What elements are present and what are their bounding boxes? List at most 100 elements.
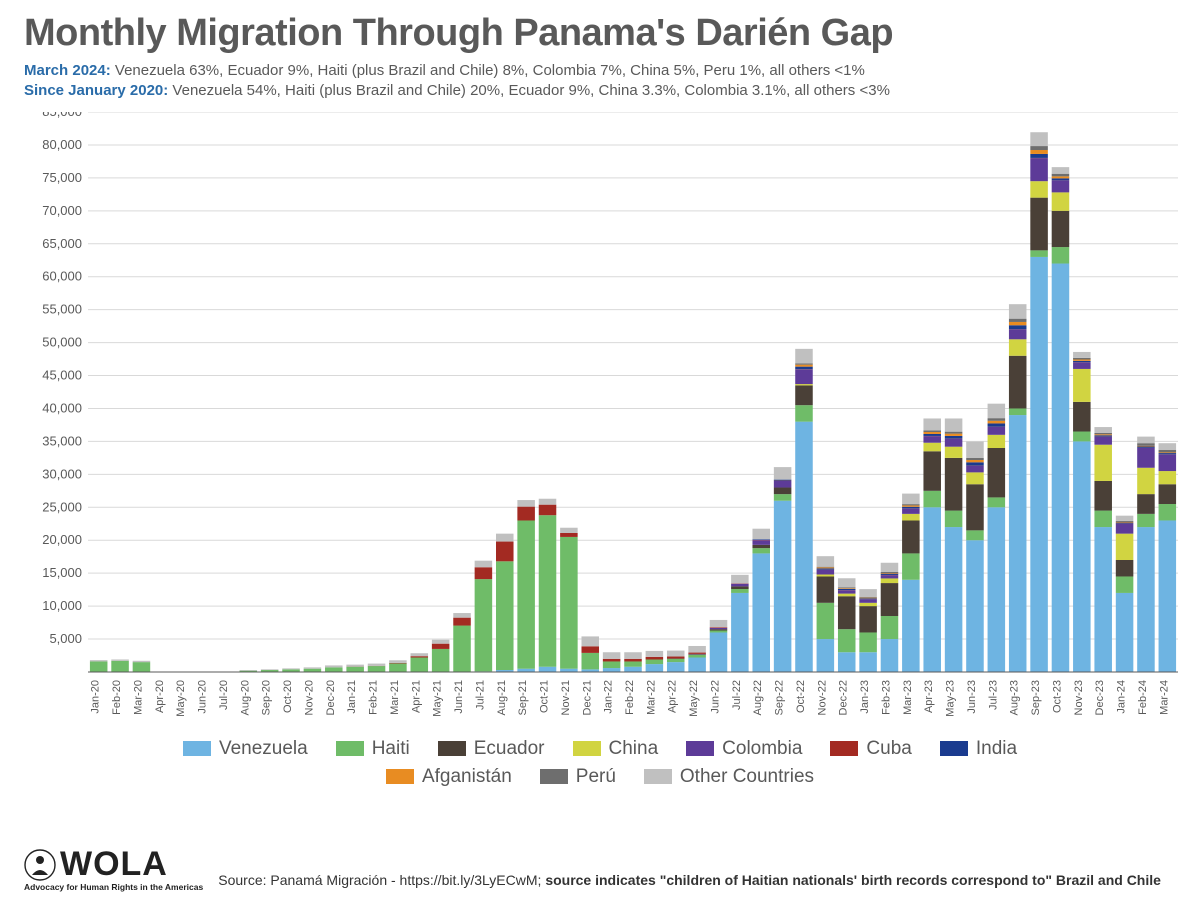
svg-text:80,000: 80,000 xyxy=(42,136,82,151)
bar-segment xyxy=(881,571,899,572)
x-axis-label: May-20 xyxy=(175,680,187,717)
x-axis-label: Jan-21 xyxy=(346,680,358,714)
bar-segment xyxy=(560,536,578,668)
bar-segment xyxy=(988,420,1006,423)
bar-segment xyxy=(688,654,706,657)
legend-label: India xyxy=(976,738,1017,760)
bar-segment xyxy=(1030,250,1048,257)
bar-segment xyxy=(1030,153,1048,157)
bar-segment xyxy=(988,423,1006,426)
legend-swatch xyxy=(644,769,672,784)
bar-segment xyxy=(945,435,963,438)
bar-segment xyxy=(1137,445,1155,446)
bar-segment xyxy=(1159,471,1177,484)
svg-text:40,000: 40,000 xyxy=(42,400,82,415)
bar-segment xyxy=(1073,351,1091,357)
x-axis-label: Feb-21 xyxy=(368,680,380,715)
bar-segment xyxy=(710,630,728,632)
x-axis-label: Mar-22 xyxy=(645,680,657,715)
bar-segment xyxy=(859,597,877,598)
bar-segment xyxy=(240,670,258,671)
bar-segment xyxy=(966,441,984,457)
bar-segment xyxy=(1052,210,1070,246)
bar-segment xyxy=(688,654,706,655)
bar-segment xyxy=(624,652,642,659)
bar-segment xyxy=(923,451,941,491)
bar-segment xyxy=(774,487,792,494)
bar-segment xyxy=(1030,181,1048,197)
bar-segment xyxy=(859,599,877,602)
bar-segment xyxy=(817,569,835,574)
legend-label: Afganistán xyxy=(422,766,512,788)
bar-segment xyxy=(966,530,984,540)
legend-item-peru: Perú xyxy=(540,766,616,788)
legend-item-other: Other Countries xyxy=(644,766,814,788)
bar-segment xyxy=(966,484,984,530)
svg-text:75,000: 75,000 xyxy=(42,169,82,184)
bar-segment xyxy=(475,567,493,579)
bar-segment xyxy=(496,541,514,561)
x-axis-label: Sep-22 xyxy=(774,680,786,715)
bar-segment xyxy=(1009,304,1027,318)
bar-segment xyxy=(539,498,557,504)
bar-segment xyxy=(1137,436,1155,443)
legend-label: Cuba xyxy=(866,738,911,760)
wola-logo: WOLA Advocacy for Human Rights in the Am… xyxy=(24,845,203,892)
bar-segment xyxy=(817,566,835,567)
x-axis-label: Apr-20 xyxy=(154,680,166,713)
bar-segment xyxy=(346,664,364,666)
bar-segment xyxy=(945,418,963,431)
bar-segment xyxy=(795,421,813,671)
bar-segment xyxy=(902,506,920,508)
legend-label: China xyxy=(609,738,659,760)
legend-label: Venezuela xyxy=(219,738,308,760)
bar-segment xyxy=(966,458,984,460)
bar-segment xyxy=(752,540,770,545)
bar-segment xyxy=(1137,527,1155,672)
x-axis-label: Jan-20 xyxy=(90,680,102,714)
x-axis-label: Oct-22 xyxy=(795,680,807,713)
bar-segment xyxy=(688,645,706,652)
bar-segment xyxy=(795,405,813,421)
bar-segment xyxy=(1137,448,1155,468)
bar-segment xyxy=(988,448,1006,497)
bar-segment xyxy=(90,661,108,672)
bar-segment xyxy=(881,583,899,616)
x-axis-label: Mar-24 xyxy=(1158,680,1170,715)
chart-title: Monthly Migration Through Panama's Darié… xyxy=(24,12,1176,55)
bar-segment xyxy=(1030,150,1048,154)
bar-segment xyxy=(1159,453,1177,454)
bar-segment xyxy=(902,493,920,504)
bar-segment xyxy=(1094,436,1112,444)
bar-segment xyxy=(902,505,920,506)
bar-segment xyxy=(1073,359,1091,360)
bar-segment xyxy=(710,632,728,672)
legend-swatch xyxy=(386,769,414,784)
bar-segment xyxy=(817,574,835,576)
bar-segment xyxy=(325,667,343,672)
x-axis-label: Jul-22 xyxy=(731,680,743,710)
subtitle-march-2024: March 2024: Venezuela 63%, Ecuador 9%, H… xyxy=(24,61,1176,81)
legend-item-venezuela: Venezuela xyxy=(183,738,308,760)
bar-segment xyxy=(453,625,471,671)
bar-segment xyxy=(581,646,599,653)
legend-swatch xyxy=(183,741,211,756)
bar-segment xyxy=(817,639,835,672)
bar-segment xyxy=(1030,146,1048,150)
bar-segment xyxy=(1116,592,1134,671)
bar-segment xyxy=(923,442,941,451)
bar-segment xyxy=(710,629,728,630)
x-axis-label: Mar-20 xyxy=(132,680,144,715)
bar-segment xyxy=(859,589,877,597)
x-axis-label: Apr-23 xyxy=(923,680,935,713)
bar-segment xyxy=(496,533,514,541)
bar-segment xyxy=(988,507,1006,672)
bar-segment xyxy=(1009,318,1027,321)
legend-swatch xyxy=(540,769,568,784)
bar-segment xyxy=(881,639,899,672)
bar-segment xyxy=(1137,494,1155,514)
bar-segment xyxy=(1094,432,1112,433)
bar-segment xyxy=(1159,520,1177,672)
bar-segment xyxy=(1030,197,1048,250)
bar-segment xyxy=(1073,431,1091,441)
